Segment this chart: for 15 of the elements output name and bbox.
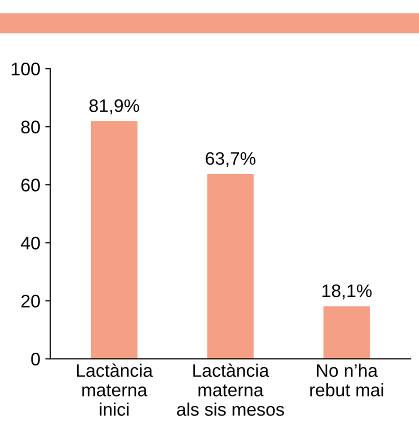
data-label: 63,7% — [206, 152, 256, 168]
data-label: 81,9% — [89, 99, 140, 114]
bar — [207, 174, 254, 359]
y-tick-label: 20 — [21, 294, 40, 308]
y-tick-label: 40 — [20, 236, 40, 250]
y-tick-label: 60 — [21, 178, 40, 192]
x-tick-label: No n’ha rebut mai — [310, 364, 384, 396]
y-tick-label: 80 — [21, 120, 40, 134]
x-tick-label: Lactància materna inici — [77, 363, 153, 416]
y-tick-label: 0 — [31, 352, 40, 366]
y-tick-label: 100 — [12, 62, 40, 76]
bar — [323, 306, 370, 359]
bar — [90, 121, 138, 359]
x-tick-label: Lactància materna als sis mesos — [177, 363, 284, 416]
data-label: 18,1% — [322, 284, 372, 300]
